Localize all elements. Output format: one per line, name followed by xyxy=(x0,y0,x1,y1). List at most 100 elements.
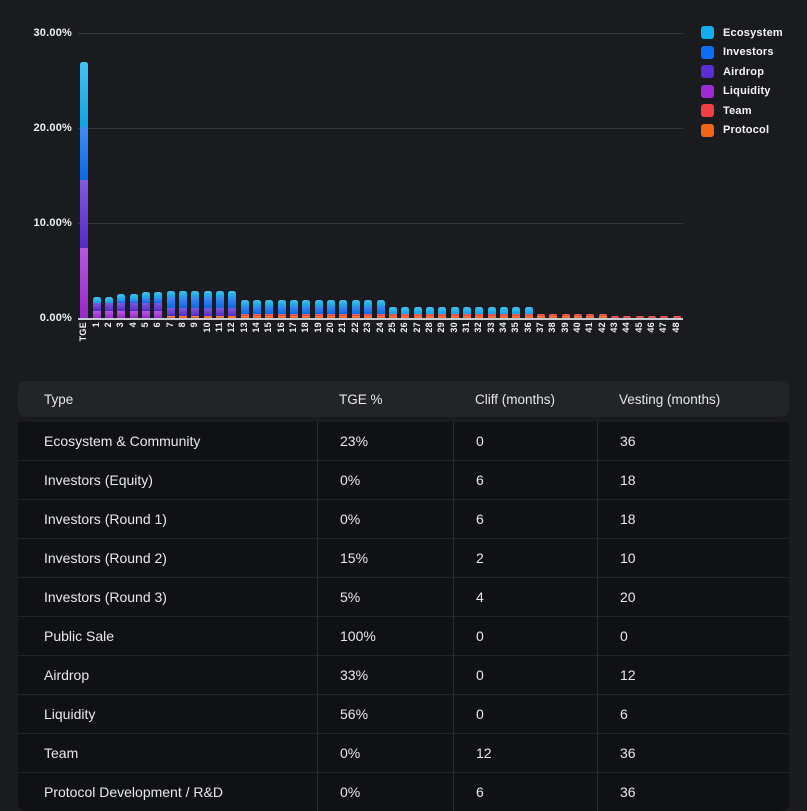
bar-9[interactable] xyxy=(191,291,200,318)
legend-item-team[interactable]: Team xyxy=(701,104,783,117)
segment-protocol[interactable] xyxy=(450,316,459,318)
bar-39[interactable] xyxy=(561,313,570,318)
segment-team[interactable] xyxy=(438,313,447,317)
bar-37[interactable] xyxy=(537,313,545,318)
segment-protocol[interactable] xyxy=(561,316,570,318)
bar-5[interactable] xyxy=(141,292,150,318)
segment-protocol[interactable] xyxy=(228,316,237,318)
segment-protocol[interactable] xyxy=(376,316,385,318)
bar-6[interactable] xyxy=(154,292,163,318)
segment-team[interactable] xyxy=(537,313,545,317)
segment-investors[interactable] xyxy=(166,297,175,308)
segment-investors[interactable] xyxy=(141,298,150,304)
segment-ecosystem[interactable] xyxy=(178,291,187,298)
segment-investors[interactable] xyxy=(364,306,373,314)
legend-item-liquidity[interactable]: Liquidity xyxy=(701,84,783,98)
segment-ecosystem[interactable] xyxy=(438,307,447,314)
segment-ecosystem[interactable] xyxy=(413,307,422,314)
bar-10[interactable] xyxy=(203,291,212,318)
bar-1[interactable] xyxy=(92,297,101,318)
segment-investors[interactable] xyxy=(314,306,323,314)
segment-ecosystem[interactable] xyxy=(129,294,138,301)
segment-ecosystem[interactable] xyxy=(203,291,212,298)
bar-2[interactable] xyxy=(104,297,113,318)
segment-team[interactable] xyxy=(475,313,484,317)
bar-30[interactable] xyxy=(450,307,459,318)
bar-3[interactable] xyxy=(117,294,126,318)
segment-ecosystem[interactable] xyxy=(302,299,311,307)
segment-team[interactable] xyxy=(339,313,348,317)
segment-team[interactable] xyxy=(648,315,657,318)
bar-23[interactable] xyxy=(364,299,373,318)
segment-ecosystem[interactable] xyxy=(166,291,175,298)
segment-team[interactable] xyxy=(376,313,385,317)
segment-ecosystem[interactable] xyxy=(388,307,397,314)
segment-protocol[interactable] xyxy=(413,316,422,318)
segment-protocol[interactable] xyxy=(191,316,200,318)
segment-team[interactable] xyxy=(364,313,373,317)
segment-protocol[interactable] xyxy=(462,316,471,318)
segment-investors[interactable] xyxy=(80,127,89,181)
bar-44[interactable] xyxy=(623,315,632,318)
segment-airdrop[interactable] xyxy=(166,307,175,317)
bar-4[interactable] xyxy=(129,294,138,318)
segment-team[interactable] xyxy=(327,313,336,317)
bar-21[interactable] xyxy=(339,299,348,318)
legend-item-protocol[interactable]: Protocol xyxy=(701,123,783,137)
bar-34[interactable] xyxy=(499,307,508,318)
segment-liquidity[interactable] xyxy=(154,311,163,318)
segment-airdrop[interactable] xyxy=(228,307,237,317)
segment-ecosystem[interactable] xyxy=(290,299,299,307)
segment-investors[interactable] xyxy=(117,300,126,304)
segment-ecosystem[interactable] xyxy=(314,299,323,307)
bar-15[interactable] xyxy=(265,299,274,318)
bar-16[interactable] xyxy=(277,299,286,318)
segment-ecosystem[interactable] xyxy=(364,299,373,307)
segment-team[interactable] xyxy=(549,313,558,317)
segment-liquidity[interactable] xyxy=(92,311,101,318)
bar-48[interactable] xyxy=(672,315,681,318)
segment-ecosystem[interactable] xyxy=(425,307,434,314)
segment-airdrop[interactable] xyxy=(178,307,187,317)
bar-45[interactable] xyxy=(635,315,644,318)
segment-protocol[interactable] xyxy=(574,316,583,318)
segment-protocol[interactable] xyxy=(203,316,212,318)
segment-team[interactable] xyxy=(277,313,286,317)
segment-protocol[interactable] xyxy=(499,316,508,318)
segment-protocol[interactable] xyxy=(364,316,373,318)
bar-27[interactable] xyxy=(413,307,422,318)
segment-ecosystem[interactable] xyxy=(80,61,89,128)
segment-team[interactable] xyxy=(413,313,422,317)
bar-7[interactable] xyxy=(166,291,175,318)
segment-protocol[interactable] xyxy=(388,316,397,318)
segment-ecosystem[interactable] xyxy=(141,292,150,299)
segment-team[interactable] xyxy=(672,315,681,318)
segment-team[interactable] xyxy=(561,313,570,317)
segment-investors[interactable] xyxy=(253,306,262,314)
segment-ecosystem[interactable] xyxy=(154,292,163,299)
segment-ecosystem[interactable] xyxy=(240,299,249,307)
segment-team[interactable] xyxy=(660,315,669,318)
segment-ecosystem[interactable] xyxy=(265,299,274,307)
segment-airdrop[interactable] xyxy=(141,303,150,312)
segment-protocol[interactable] xyxy=(524,316,533,318)
segment-protocol[interactable] xyxy=(598,316,607,318)
bar-TGE[interactable] xyxy=(80,61,89,318)
bar-28[interactable] xyxy=(425,307,434,318)
segment-liquidity[interactable] xyxy=(117,311,126,318)
segment-team[interactable] xyxy=(524,313,533,317)
bar-13[interactable] xyxy=(240,299,249,318)
segment-team[interactable] xyxy=(302,313,311,317)
segment-investors[interactable] xyxy=(265,306,274,314)
segment-team[interactable] xyxy=(351,313,360,317)
segment-protocol[interactable] xyxy=(401,316,410,318)
segment-protocol[interactable] xyxy=(178,316,187,318)
bar-38[interactable] xyxy=(549,313,558,318)
segment-protocol[interactable] xyxy=(586,316,595,318)
bar-41[interactable] xyxy=(586,313,595,318)
segment-protocol[interactable] xyxy=(302,316,311,318)
segment-team[interactable] xyxy=(598,313,607,317)
segment-investors[interactable] xyxy=(290,306,299,314)
segment-ecosystem[interactable] xyxy=(462,307,471,314)
segment-protocol[interactable] xyxy=(487,316,496,318)
